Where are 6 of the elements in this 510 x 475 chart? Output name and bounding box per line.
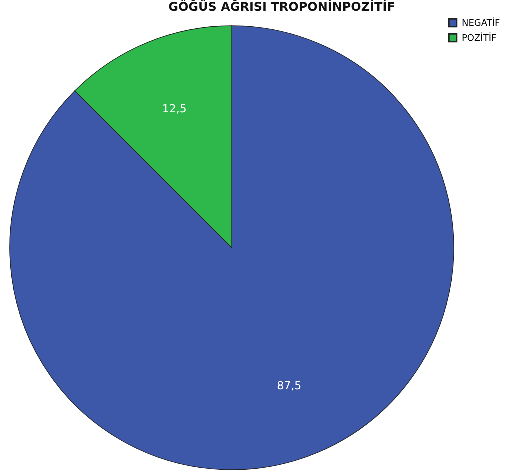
legend-label: NEGATİF [462,17,500,29]
pie-slice [10,26,454,470]
data-label: 12,5 [162,102,187,116]
legend-label: POZİTİF [462,32,497,44]
data-label: 87,5 [277,380,302,393]
chart-title: GÖĞÜS AĞRISI TROPONİNPOZİTİF [168,0,396,14]
